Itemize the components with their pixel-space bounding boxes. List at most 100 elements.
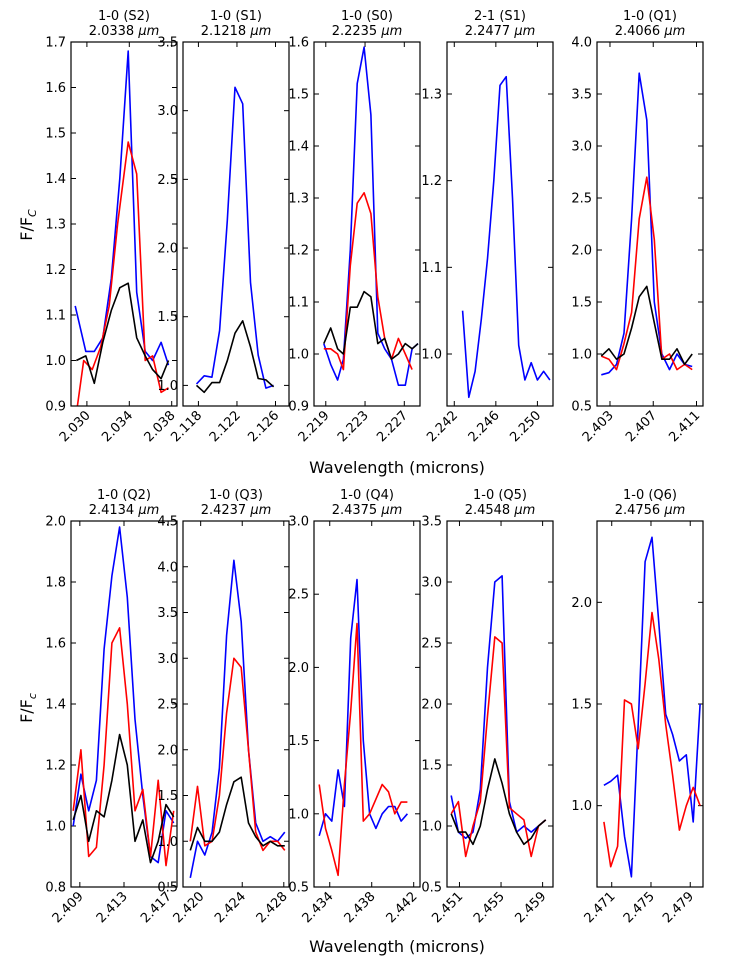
series-line-black [72,733,175,864]
y-tick-label: 2.0 [571,596,592,611]
series-group [450,575,547,858]
series-group [189,559,286,879]
y-tick-label: 1.3 [45,218,66,233]
axes-frame [313,41,421,407]
y-tick-label: 1.0 [288,807,309,822]
y-tick-label: 2.5 [421,637,442,652]
series-line-blue [323,46,419,387]
y-tick-label: 2.0 [571,244,592,259]
panel-title-wavelength-value: 2.4375 [332,503,382,518]
series-line-blue [195,86,274,389]
series-line-red [189,657,286,852]
panel-title-wavelength-value: 2.4237 [201,503,251,518]
panel-title-wavelength: 2.0338 μm [89,24,160,39]
panel-title-unit: μm [663,503,685,518]
y-tick-label: 1.0 [288,348,309,363]
panel-title-wavelength: 2.4066 μm [615,24,686,39]
panel-title-unit: μm [513,503,535,518]
panel-title-line: 1-0 (S0) [341,9,393,24]
y-tick-label: 3.0 [288,515,309,530]
panel-title-wavelength-value: 2.4134 [89,503,139,518]
y-tick-label: 4.5 [157,515,178,530]
series-line-red [603,611,701,868]
series-line-red [76,141,169,406]
y-tick-label: 1.0 [157,835,178,850]
panel-8: 1-0 (Q4)2.4375 μm0.51.01.52.02.53.02.434… [288,488,421,926]
y-tick-label: 1.5 [288,734,309,749]
x-tick-label: 2.250 [507,408,544,445]
series-line-black [323,290,419,361]
y-axis-label-top-main: F/F [17,217,36,241]
axes-frame [70,520,178,888]
panel-title-line: 1-0 (S2) [98,9,150,24]
panel-title-wavelength-value: 2.0338 [89,24,139,39]
y-tick-label: 3.5 [157,606,178,621]
y-axis-label-top: F/FC [17,209,39,241]
y-tick-label: 3.0 [421,576,442,591]
y-tick-label: 1.2 [421,174,442,189]
x-axis-label-bottom: Wavelength (microns) [309,937,485,956]
panel-title-wavelength: 2.4548 μm [465,503,536,518]
y-tick-label: 1.0 [421,348,442,363]
panel-title-unit: μm [663,24,685,39]
series-line-red [600,176,693,371]
y-tick-label: 4.0 [571,36,592,51]
x-tick-label: 2.242 [424,408,461,445]
y-tick-label: 1.1 [421,261,442,276]
series-line-black [189,776,285,851]
axes-frame [596,520,704,888]
y-tick-label: 1.6 [45,637,66,652]
series-group [600,72,693,376]
y-axis-label-bottom: F/Fc [17,693,39,723]
y-tick-label: 1.4 [45,172,66,187]
series-group [74,50,170,406]
y-tick-label: 1.5 [45,127,66,142]
series-group [318,578,409,877]
x-tick-label: 2.407 [623,408,660,445]
series-line-blue [461,75,551,399]
y-tick-label: 1.0 [421,820,442,835]
panel-title-wavelength-value: 2.2477 [465,24,515,39]
panel-title-line: 1-0 (Q1) [623,9,677,24]
series-line-blue [72,526,175,864]
y-tick-label: 3.5 [571,88,592,103]
panel-title-line: 2-1 (S1) [474,9,526,24]
series-line-red [318,622,408,877]
y-tick-label: 2.0 [157,242,178,257]
panel-title-line: 1-0 (Q2) [97,488,151,503]
panel-title-unit: μm [380,503,402,518]
panel-title-unit: μm [513,24,535,39]
series-line-blue [601,72,693,376]
y-tick-label: 0.8 [45,881,66,896]
panel-title-wavelength-value: 2.1218 [201,24,251,39]
y-tick-label: 1.2 [45,759,66,774]
y-tick-label: 0.5 [571,400,592,415]
panel-title-line: 1-0 (Q3) [209,488,263,503]
x-tick-label: 2.413 [94,889,131,926]
x-tick-label: 2.223 [335,408,372,445]
series-line-red [323,192,413,371]
y-tick-label: 1.2 [288,244,309,259]
panel-title-wavelength-value: 2.4756 [615,503,665,518]
x-tick-label: 2.455 [471,889,508,926]
axes-frame [446,41,554,407]
series-line-black [600,285,693,366]
panel-title-unit: μm [380,24,402,39]
y-tick-label: 1.3 [288,192,309,207]
series-line-blue [74,50,170,366]
x-axis-label-top: Wavelength (microns) [309,458,485,477]
axes-frame [596,41,704,407]
y-tick-label: 1.0 [157,379,178,394]
y-tick-label: 1.5 [571,698,592,713]
panel-title-wavelength: 2.1218 μm [201,24,272,39]
x-tick-label: 2.442 [384,889,421,926]
axes-frame [313,520,421,888]
y-tick-label: 2.5 [288,588,309,603]
panel-title-wavelength: 2.4134 μm [89,503,160,518]
y-tick-label: 3.5 [157,36,178,51]
axes-frame [70,41,178,407]
series-line-red [72,626,175,867]
y-axis-label-bottom-subscript: c [26,693,39,699]
x-tick-label: 2.471 [582,889,619,926]
y-tick-label: 1.2 [45,263,66,278]
